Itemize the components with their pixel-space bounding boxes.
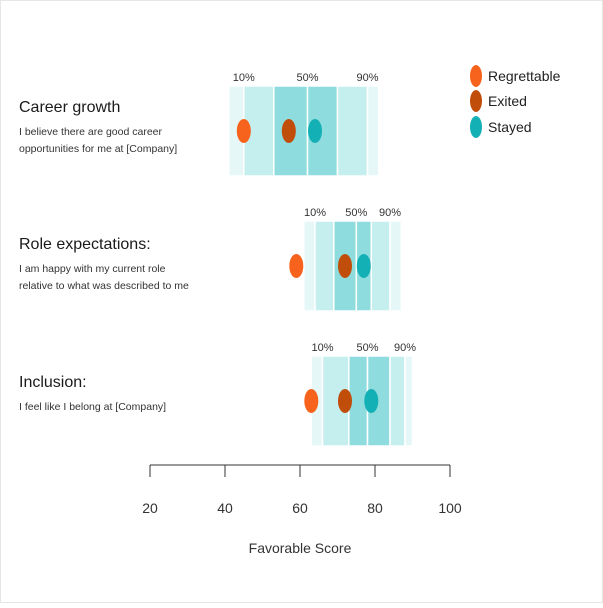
- percentile-label-p50: 50%: [345, 207, 367, 219]
- percentile-band: [366, 85, 380, 177]
- percentile-band: [303, 220, 316, 312]
- percentile-label-p50: 50%: [356, 342, 378, 354]
- point-regrettable: [304, 389, 319, 413]
- legend-marker-regrettable: [470, 65, 482, 87]
- legend-label-regrettable: Regrettable: [488, 68, 561, 84]
- x-tick-label: 40: [217, 500, 233, 516]
- percentile-label-p90: 90%: [379, 207, 401, 219]
- point-stayed: [308, 119, 322, 143]
- percentile-label-p90: 90%: [394, 342, 416, 354]
- point-stayed: [356, 254, 371, 278]
- legend-marker-stayed: [470, 116, 482, 138]
- percentile-label-p50: 50%: [296, 72, 318, 84]
- percentile-label-p10: 10%: [233, 72, 255, 84]
- legend-label-stayed: Stayed: [488, 119, 532, 135]
- category-description: I feel like I belong at [Company]: [19, 401, 166, 413]
- legend: Regrettable Exited Stayed: [470, 65, 561, 138]
- point-exited: [281, 119, 296, 143]
- category-description: I am happy with my current role: [19, 263, 166, 275]
- category-title: Role expectations:: [19, 236, 151, 253]
- x-tick-label: 20: [142, 500, 158, 516]
- x-axis-title: Favorable Score: [249, 540, 352, 556]
- percentile-bands: [228, 85, 414, 447]
- x-axis: 20 40 60 80 100 Favorable Score: [142, 464, 462, 556]
- category-description: opportunities for me at [Company]: [19, 143, 177, 155]
- category-description: relative to what was described to me: [19, 280, 189, 292]
- point-exited: [338, 254, 352, 278]
- percentile-labels: 10% 50% 90% 10% 50% 90% 10% 50% 90%: [233, 72, 416, 354]
- point-regrettable: [289, 254, 304, 278]
- category-title: Career growth: [19, 99, 120, 116]
- category-labels: Career growth I believe there are good ca…: [19, 99, 189, 413]
- legend-label-exited: Exited: [488, 93, 527, 109]
- percentile-band: [389, 220, 403, 312]
- percentile-band: [314, 220, 335, 312]
- point-stayed: [364, 389, 379, 413]
- x-tick-label: 100: [438, 500, 462, 516]
- percentile-label-p10: 10%: [304, 207, 326, 219]
- percentile-label-p90: 90%: [356, 72, 378, 84]
- percentile-band: [370, 220, 391, 312]
- category-title: Inclusion:: [19, 374, 87, 391]
- percentile-band: [404, 355, 414, 447]
- point-exited: [338, 389, 352, 413]
- percentile-band: [389, 355, 406, 447]
- x-tick-label: 60: [292, 500, 308, 516]
- category-description: I believe there are good career: [19, 126, 163, 138]
- point-regrettable: [236, 119, 251, 143]
- percentile-label-p10: 10%: [311, 342, 333, 354]
- percentile-band: [336, 85, 369, 177]
- x-tick-label: 80: [367, 500, 383, 516]
- legend-marker-exited: [470, 90, 482, 112]
- data-points: [236, 119, 379, 413]
